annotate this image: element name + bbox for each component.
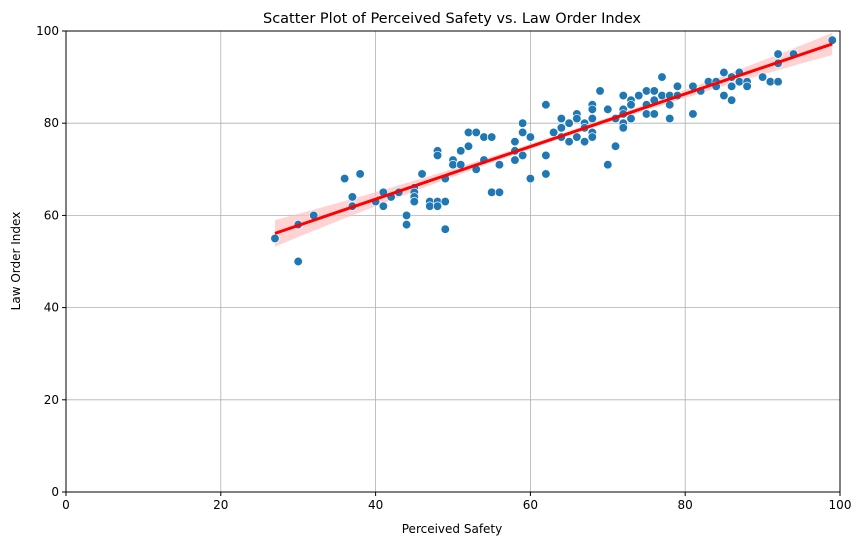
scatter-point: [541, 150, 551, 161]
scatter-point: [595, 86, 605, 96]
y-tick-label: 0: [51, 485, 59, 499]
x-tick-label: 60: [523, 498, 538, 512]
scatter-point: [463, 127, 474, 138]
scatter-point: [355, 169, 365, 179]
scatter-point: [688, 109, 698, 119]
scatter-point: [339, 173, 350, 184]
scatter-point: [432, 150, 443, 161]
scatter-point: [719, 67, 729, 78]
scatter-point: [432, 201, 443, 211]
scatter-point: [510, 136, 520, 147]
scatter-point: [409, 196, 419, 207]
x-tick-label: 80: [678, 498, 693, 512]
x-tick-label: 100: [829, 498, 852, 512]
scatter-point: [471, 127, 481, 138]
scatter-point: [494, 160, 505, 170]
scatter-point: [626, 113, 636, 124]
scatter-point: [347, 192, 358, 202]
y-tick-label: 80: [44, 116, 59, 130]
scatter-point: [440, 196, 450, 207]
scatter-point: [773, 77, 783, 87]
scatter-point: [463, 141, 474, 151]
scatter-point: [487, 187, 497, 198]
regression-line-layer: [274, 42, 833, 235]
y-tick-label: 60: [44, 208, 59, 222]
scatter-point: [603, 104, 613, 115]
scatter-point: [587, 113, 597, 124]
x-axis-label: Perceived Safety: [402, 522, 502, 536]
scatter-point: [618, 123, 628, 133]
scatter-point: [572, 132, 582, 142]
scatter-point: [765, 77, 775, 87]
scatter-point: [448, 160, 458, 170]
scatter-point: [401, 219, 412, 230]
scatter-point: [657, 90, 667, 101]
chart-title: Scatter Plot of Perceived Safety vs. Law…: [263, 11, 641, 27]
scatter-point: [293, 256, 303, 267]
scatter-point: [773, 49, 783, 59]
scatter-point: [672, 81, 683, 91]
scatter-point: [548, 127, 559, 138]
scatter-point: [726, 81, 737, 91]
scatter-point: [525, 132, 536, 142]
y-tick-label: 100: [36, 24, 59, 38]
scatter-point: [556, 123, 567, 133]
scatter-point: [649, 86, 659, 96]
scatter-point: [587, 104, 597, 115]
scatter-point: [487, 132, 497, 142]
scatter-point: [401, 210, 412, 221]
scatter-point: [610, 141, 621, 151]
y-tick-label: 20: [44, 393, 59, 407]
scatter-point: [626, 100, 636, 110]
axes: 0 20 40 60 80 100 0 20 40 60 80 100: [36, 24, 851, 512]
scatter-point: [603, 160, 613, 170]
scatter-point: [572, 113, 582, 124]
scatter-point: [479, 132, 489, 142]
scatter-point: [641, 86, 652, 96]
scatter-point: [510, 155, 520, 165]
scatter-point: [270, 233, 280, 244]
scatter-point: [649, 109, 659, 119]
scatter-point: [556, 113, 567, 124]
scatter-point: [541, 169, 551, 179]
scatter-point: [564, 136, 574, 147]
scatter-point: [541, 100, 551, 110]
scatter-point: [618, 90, 628, 101]
scatter-point: [734, 77, 745, 87]
scatter-point: [518, 127, 528, 138]
scatter-point: [757, 72, 768, 82]
scatter-point: [634, 90, 644, 101]
x-tick-label: 0: [62, 498, 70, 512]
regression-line: [274, 42, 833, 235]
scatter-point: [494, 187, 505, 198]
scatter-point: [440, 224, 450, 234]
scatter-point: [657, 72, 667, 82]
scatter-point: [564, 118, 574, 128]
scatter-point: [665, 113, 675, 124]
y-tick-label: 40: [44, 301, 59, 315]
scatter-point: [518, 150, 528, 161]
scatter-point: [641, 109, 652, 119]
scatter-point: [417, 169, 427, 179]
scatter-point: [456, 146, 466, 156]
scatter-point: [525, 173, 536, 184]
scatter-point: [587, 132, 597, 142]
scatter-point: [579, 136, 590, 147]
scatter-point: [425, 201, 435, 211]
scatter-point: [827, 35, 837, 45]
x-tick-label: 20: [213, 498, 228, 512]
scatter-point: [719, 90, 729, 101]
x-tick-label: 40: [368, 498, 383, 512]
plot-frame: [65, 30, 841, 493]
scatter-point: [742, 81, 752, 91]
scatter-point: [378, 201, 388, 211]
scatter-point: [518, 118, 528, 128]
y-axis-label: Law Order Index: [9, 212, 23, 311]
scatter-point: [726, 95, 737, 105]
